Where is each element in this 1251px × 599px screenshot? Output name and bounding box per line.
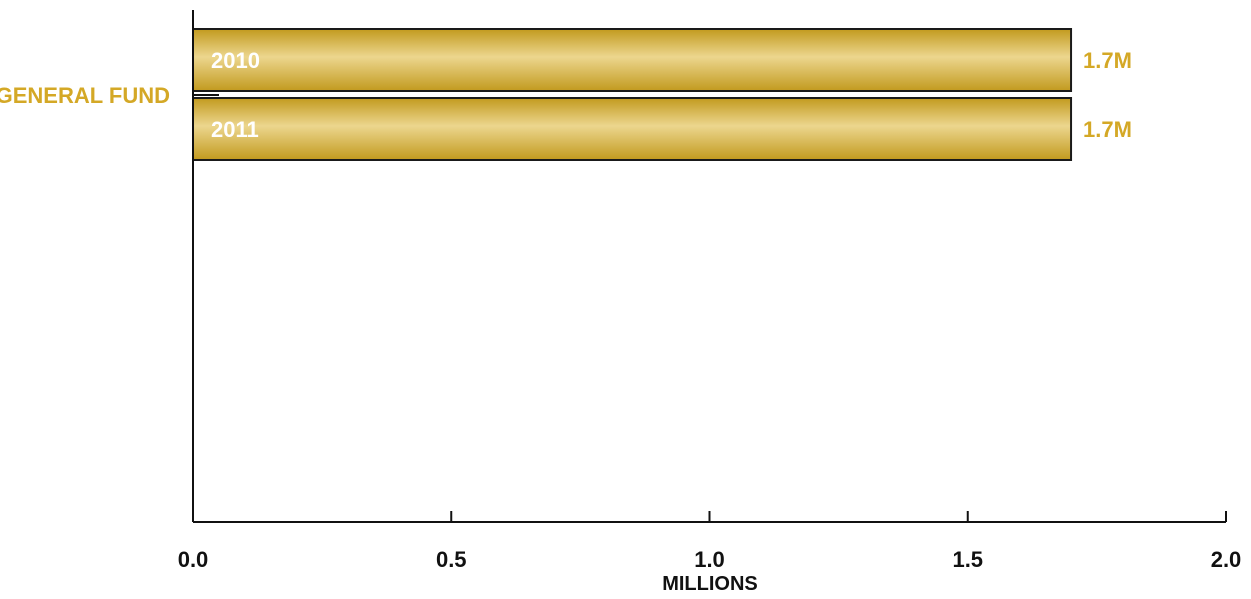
x-tick-label-0: 0.0 (178, 547, 209, 572)
x-tick-label-4: 2.0 (1211, 547, 1242, 572)
bar-2011 (192, 97, 1073, 161)
x-tick-label-3: 1.5 (952, 547, 983, 572)
bar-value-label-2010: 1.7M (1083, 48, 1132, 73)
x-tick-label-2: 1.0 (694, 547, 725, 572)
bar-2010 (192, 28, 1073, 92)
bar-series-label-2011: 2011 (211, 117, 259, 142)
bar-value-label-2011: 1.7M (1083, 117, 1132, 142)
ticks-layer: 0.0 0.5 1.0 1.5 2.0 (178, 511, 1242, 572)
bar-series-label-2010: 2010 (211, 48, 260, 73)
x-tick-label-1: 0.5 (436, 547, 467, 572)
category-label-general-fund: GENERAL FUND (0, 83, 170, 108)
x-axis-title: MILLIONS (662, 573, 758, 595)
bars-layer: 2010 1.7M 2011 1.7M (192, 28, 1132, 161)
